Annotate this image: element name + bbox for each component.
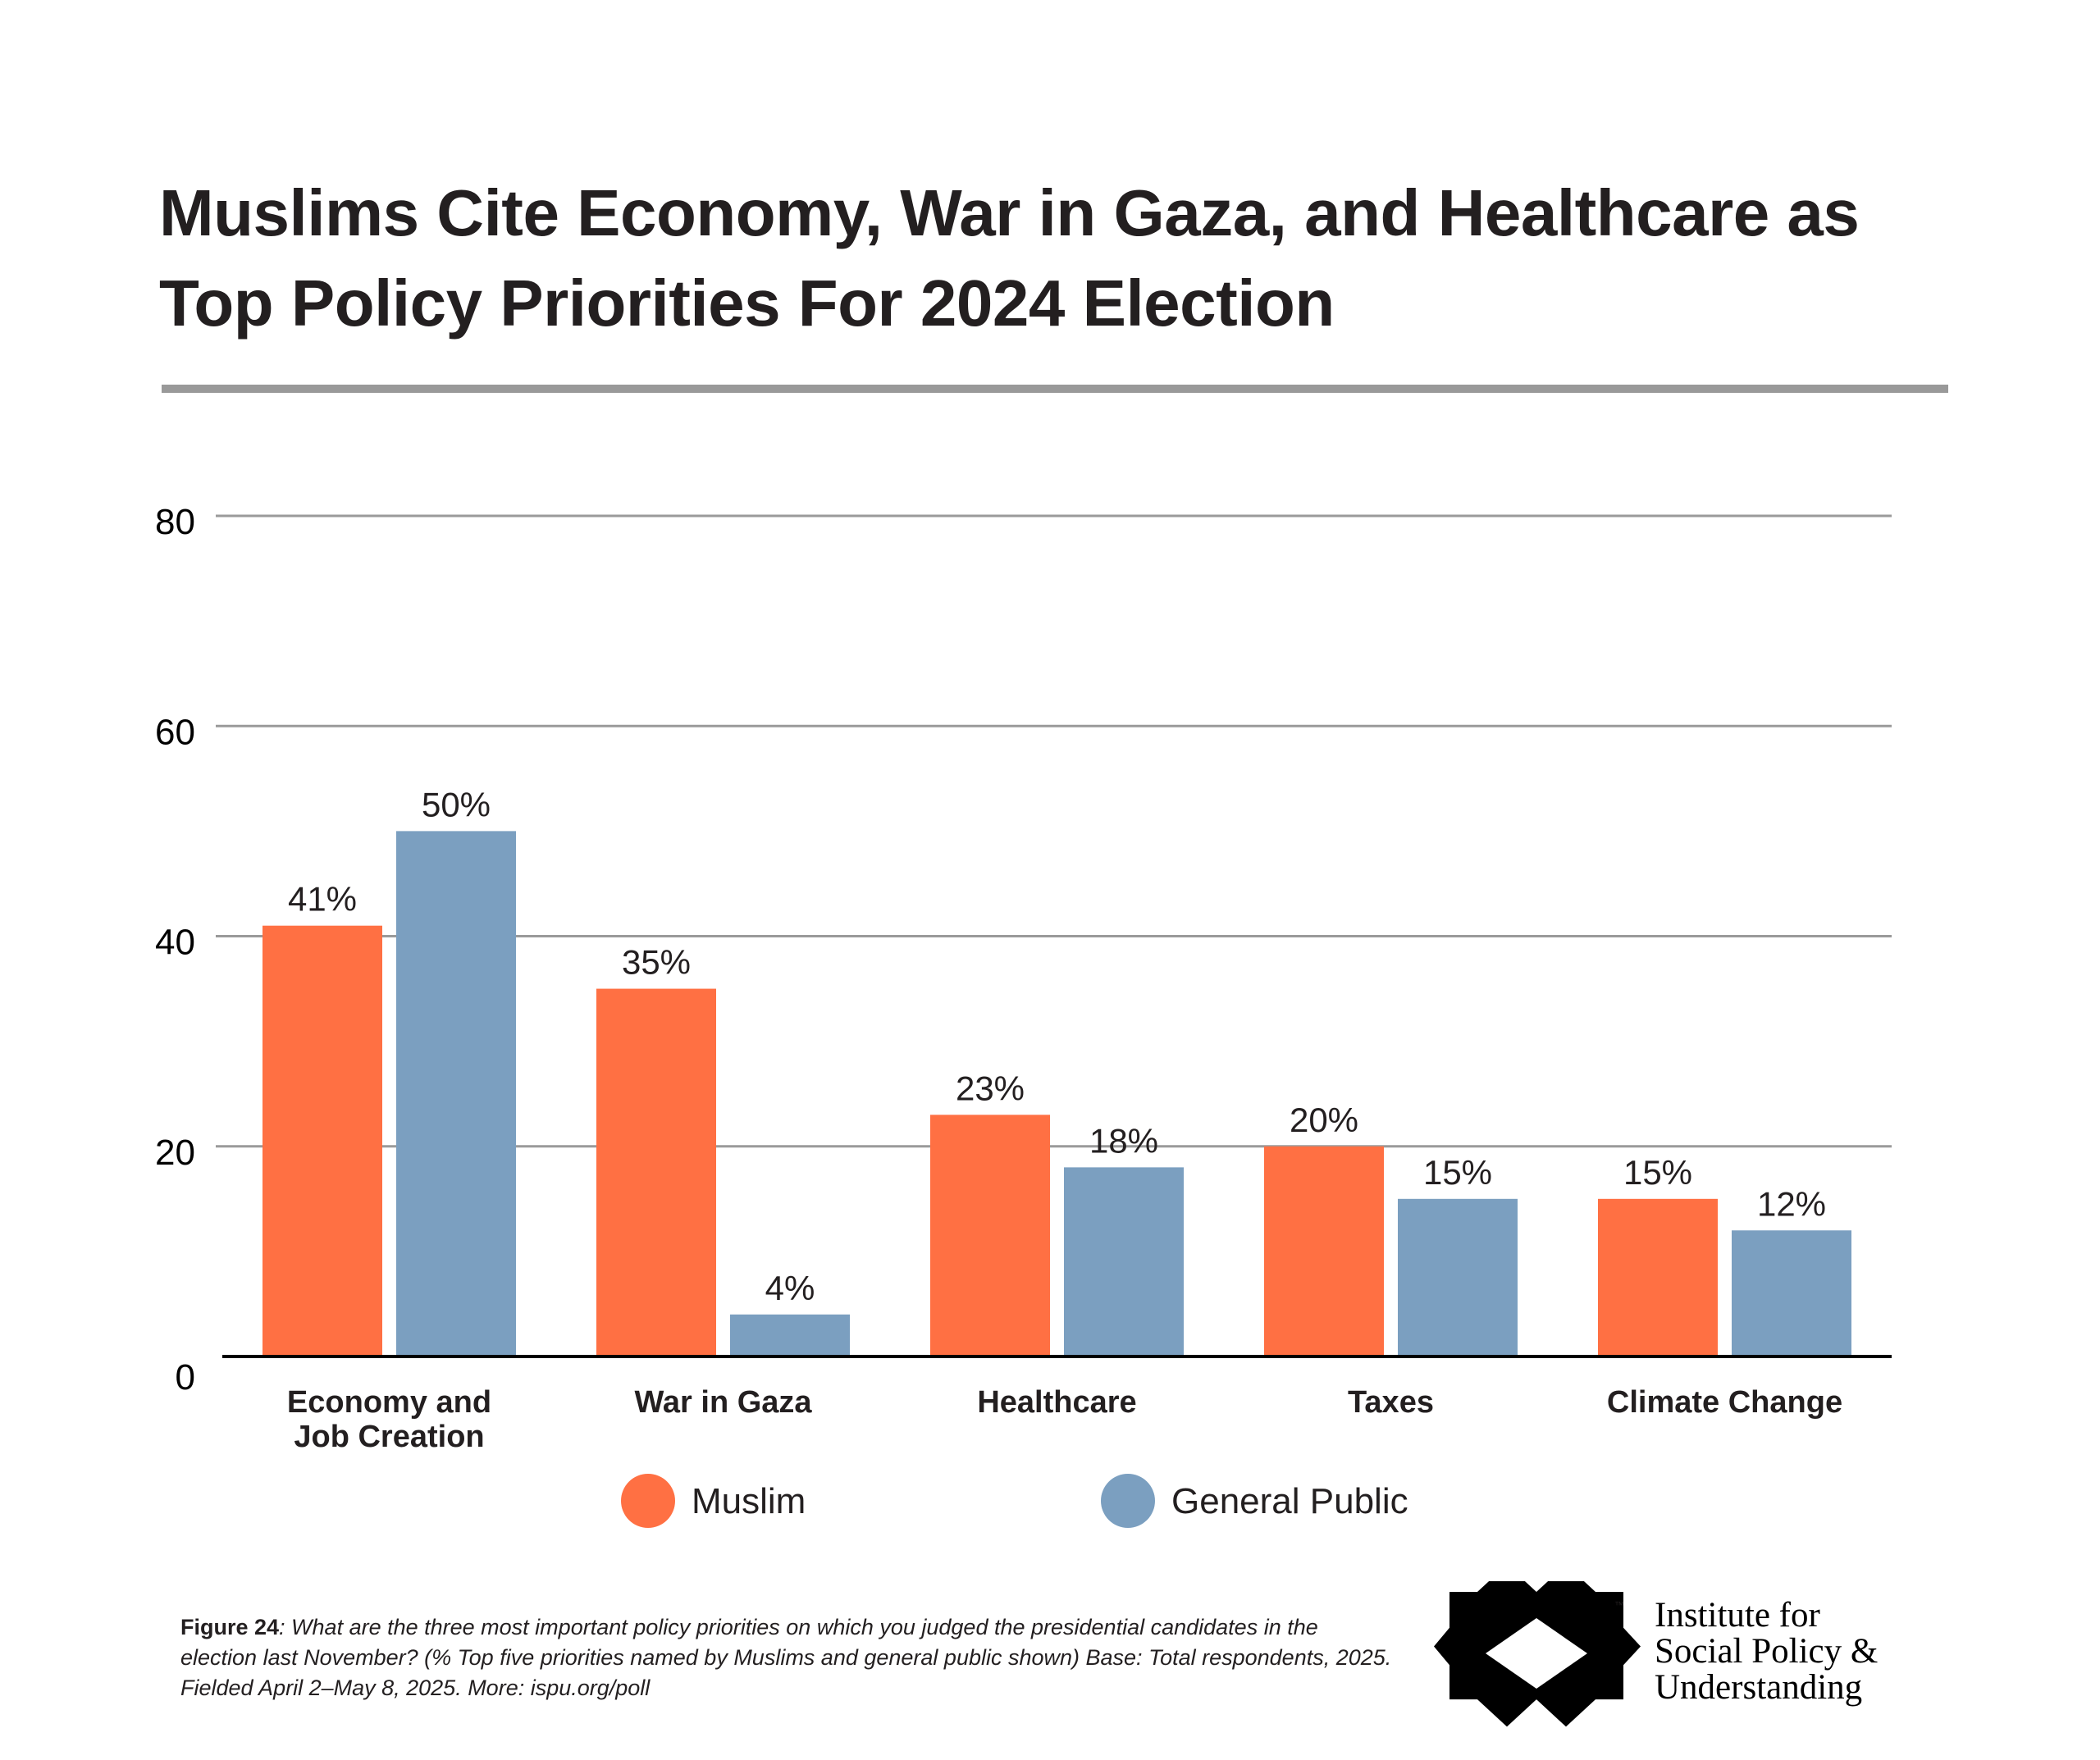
y-tick-label: 80 — [155, 502, 195, 542]
y-tick-label: 60 — [155, 712, 195, 752]
bar-muslim — [930, 1115, 1050, 1356]
bar-value-label: 50% — [422, 785, 491, 823]
bar-general-public — [730, 1314, 850, 1356]
ispu-logo-text: Institute for Social Policy & Understand… — [1655, 1598, 1878, 1706]
bar-value-label: 4% — [765, 1269, 815, 1307]
bar-general-public — [1732, 1230, 1851, 1356]
bar-value-label: 15% — [1623, 1153, 1692, 1192]
bar-value-label: 12% — [1757, 1184, 1826, 1223]
bar-general-public — [1398, 1198, 1518, 1356]
bar-value-label: 18% — [1089, 1121, 1158, 1160]
legend-swatch-muslim — [621, 1474, 675, 1528]
bar-value-label: 35% — [622, 943, 691, 982]
legend-label: Muslim — [692, 1481, 806, 1521]
bar-general-public — [1064, 1167, 1184, 1356]
y-tick-label: 0 — [176, 1357, 195, 1398]
eight-point-star-icon — [1434, 1581, 1641, 1727]
bar-value-label: 15% — [1423, 1153, 1492, 1192]
legend: Muslim General Public — [621, 1474, 1408, 1528]
figure-label: Figure 24 — [180, 1615, 280, 1639]
ispu-logo — [1434, 1581, 1641, 1727]
x-tick-label: Healthcare — [977, 1385, 1136, 1420]
logo-text-line-2: Social Policy & — [1655, 1632, 1879, 1671]
bar-value-label: 20% — [1290, 1101, 1358, 1139]
legend-label: General Public — [1171, 1481, 1408, 1521]
trademark-symbol: ™ — [1614, 1599, 1624, 1611]
bar-muslim — [262, 925, 382, 1356]
legend-swatch-general-public — [1101, 1474, 1155, 1528]
bar-general-public — [396, 831, 516, 1356]
x-tick-label: Taxes — [1348, 1385, 1434, 1420]
bar-muslim — [1264, 1146, 1384, 1356]
bar-muslim — [1598, 1198, 1718, 1356]
figure-caption: Figure 24: What are the three most impor… — [180, 1612, 1395, 1703]
title-divider — [162, 385, 1948, 393]
y-tick-label: 20 — [155, 1133, 195, 1173]
figure-caption-text: : What are the three most important poli… — [180, 1615, 1392, 1700]
bar-value-label: 23% — [956, 1069, 1025, 1107]
bars — [262, 831, 1851, 1356]
y-axis-ticks: 0 20 40 60 80 — [155, 502, 195, 1398]
chart-title-line-2: Top Policy Priorities For 2024 Election — [159, 267, 1335, 340]
x-tick-label: Economy and — [287, 1385, 491, 1420]
chart-title-line-1: Muslims Cite Economy, War in Gaza, and H… — [159, 176, 1860, 249]
bar-muslim — [596, 988, 716, 1356]
x-tick-label: Climate Change — [1607, 1385, 1842, 1420]
bar-value-label: 41% — [288, 880, 357, 919]
x-tick-label: Job Creation — [294, 1420, 484, 1454]
logo-text-line-3: Understanding — [1655, 1668, 1863, 1707]
y-tick-label: 40 — [155, 923, 195, 963]
bar-value-labels: 41% 50% 35% 4% 23% 18% 20% 15% 15% 12% — [288, 785, 1826, 1306]
chart-title: Muslims Cite Economy, War in Gaza, and H… — [159, 168, 2005, 349]
x-tick-label: War in Gaza — [634, 1385, 812, 1420]
logo-text-line-1: Institute for — [1655, 1596, 1820, 1635]
